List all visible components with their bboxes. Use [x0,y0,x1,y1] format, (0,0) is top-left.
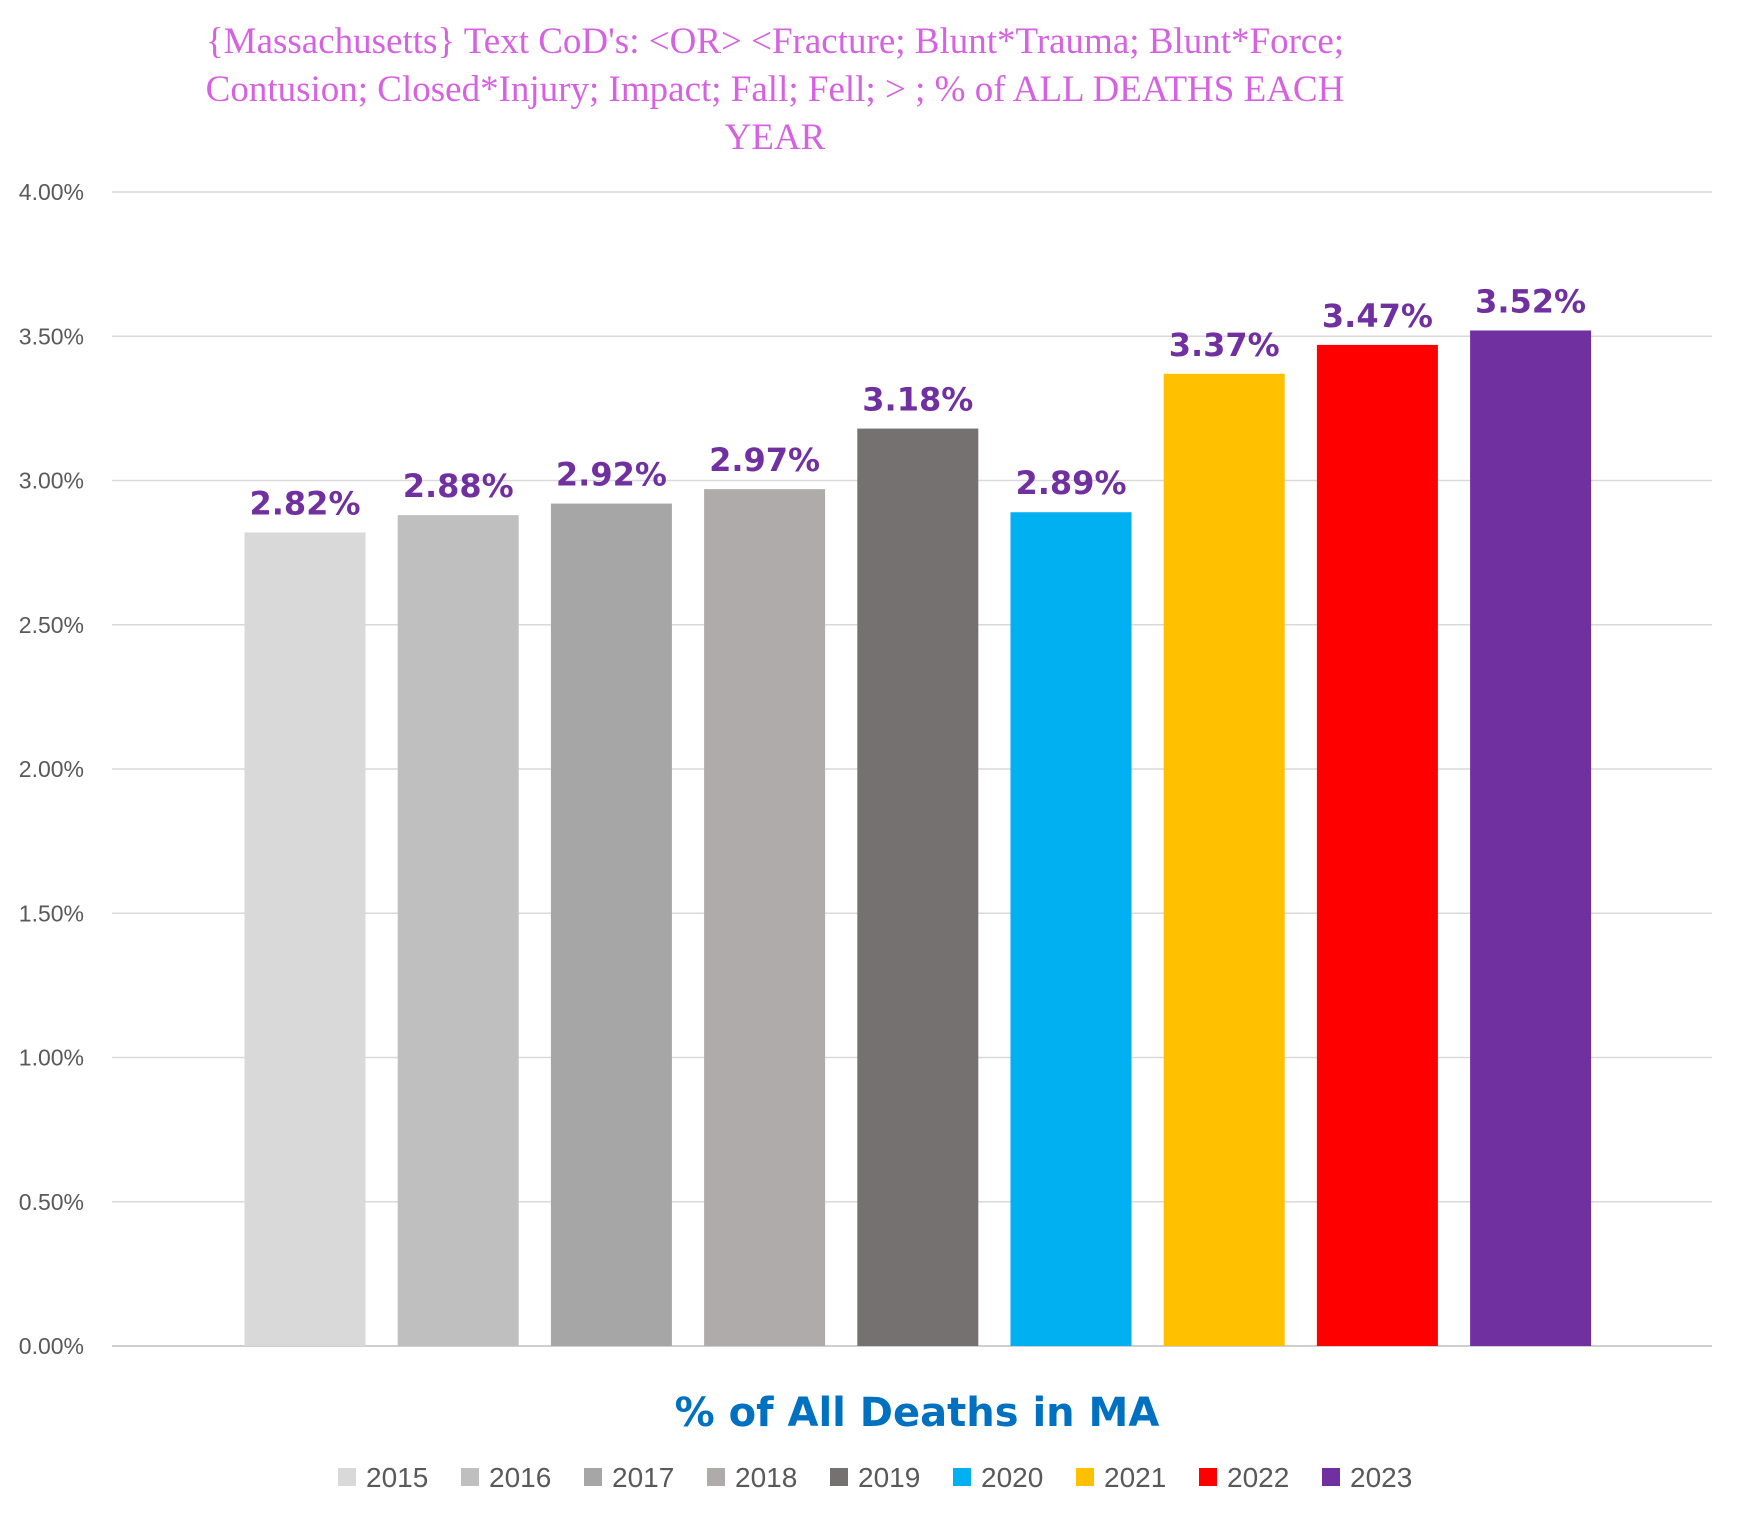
bar-2020 [1010,512,1132,1346]
x-axis-label: % of All Deaths in MA [675,1390,1160,1436]
data-label: 2.97% [709,441,820,479]
legend-label: 2020 [981,1462,1043,1493]
y-tick-label: 2.00% [19,756,84,782]
legend-swatch [1199,1468,1217,1486]
y-tick-label: 3.50% [19,323,84,349]
legend-label: 2022 [1227,1462,1289,1493]
legend-swatch [584,1468,602,1486]
legend-label: 2016 [489,1462,551,1493]
y-tick-label: 2.50% [19,612,84,638]
legend-label: 2021 [1104,1462,1166,1493]
y-tick-label: 4.00% [19,179,84,205]
legend-label: 2019 [858,1462,920,1493]
legend-swatch [461,1468,479,1486]
data-label: 3.18% [862,381,973,419]
legend-label: 2017 [612,1462,674,1493]
legend-swatch [953,1468,971,1486]
y-tick-label: 1.00% [19,1045,84,1071]
legend-swatch [707,1468,725,1486]
bar-2019 [857,428,979,1346]
y-tick-label: 0.00% [19,1333,84,1359]
legend-swatch [1322,1468,1340,1486]
bar-2017 [550,503,672,1347]
bar-2021 [1163,373,1285,1346]
legend-swatch [830,1468,848,1486]
y-tick-label: 0.50% [19,1189,84,1215]
legend-label: 2015 [366,1462,428,1493]
legend-swatch [1076,1468,1094,1486]
data-label: 2.82% [249,484,360,522]
bar-2022 [1316,344,1438,1346]
legend-label: 2018 [735,1462,797,1493]
bar-2023 [1470,330,1592,1347]
legend-swatch [338,1468,356,1486]
data-label: 2.89% [1015,464,1126,502]
data-label: 3.47% [1322,297,1433,335]
y-tick-label: 3.00% [19,468,84,494]
bar-2015 [244,532,366,1346]
data-label: 3.37% [1169,326,1280,364]
legend-label: 2023 [1350,1462,1412,1493]
bar-2018 [704,489,826,1346]
data-label: 2.88% [403,467,514,505]
data-label: 3.52% [1475,282,1586,320]
bar-2016 [397,515,519,1346]
chart-title: {Massachusetts} Text CoD's: <OR> <Fractu… [205,21,1345,158]
y-tick-label: 1.50% [19,900,84,926]
data-label: 2.92% [556,456,667,494]
